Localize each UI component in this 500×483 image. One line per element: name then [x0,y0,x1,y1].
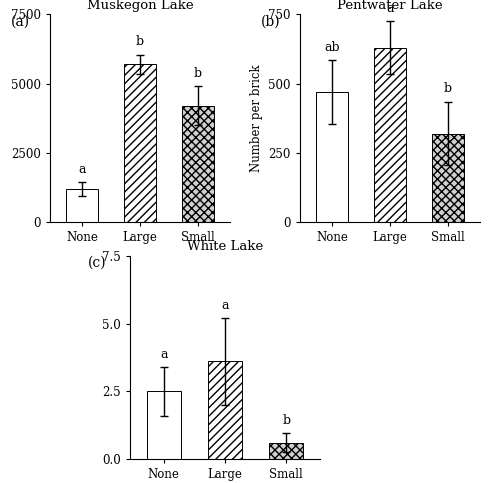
Bar [316,92,348,222]
Text: (a): (a) [10,14,29,28]
Text: b: b [194,67,202,80]
Title: White Lake: White Lake [187,241,263,254]
Text: a: a [160,348,168,361]
Bar [208,361,242,459]
Bar [124,64,156,222]
Text: a: a [78,163,86,176]
Text: (b): (b) [260,14,280,28]
Bar [147,391,180,459]
Text: b: b [136,35,144,48]
Title: Muskegon Lake: Muskegon Lake [86,0,194,12]
Title: Pentwater Lake: Pentwater Lake [337,0,443,12]
Text: a: a [386,2,394,15]
Text: b: b [282,414,290,427]
Text: ab: ab [324,41,340,54]
Y-axis label: Number per brick: Number per brick [250,65,263,172]
Bar [432,134,464,222]
Bar [66,189,98,222]
Text: a: a [221,299,229,312]
Bar [374,48,406,222]
Bar [182,106,214,222]
Bar [270,442,303,459]
Text: (c): (c) [88,256,107,270]
Text: b: b [444,83,452,96]
